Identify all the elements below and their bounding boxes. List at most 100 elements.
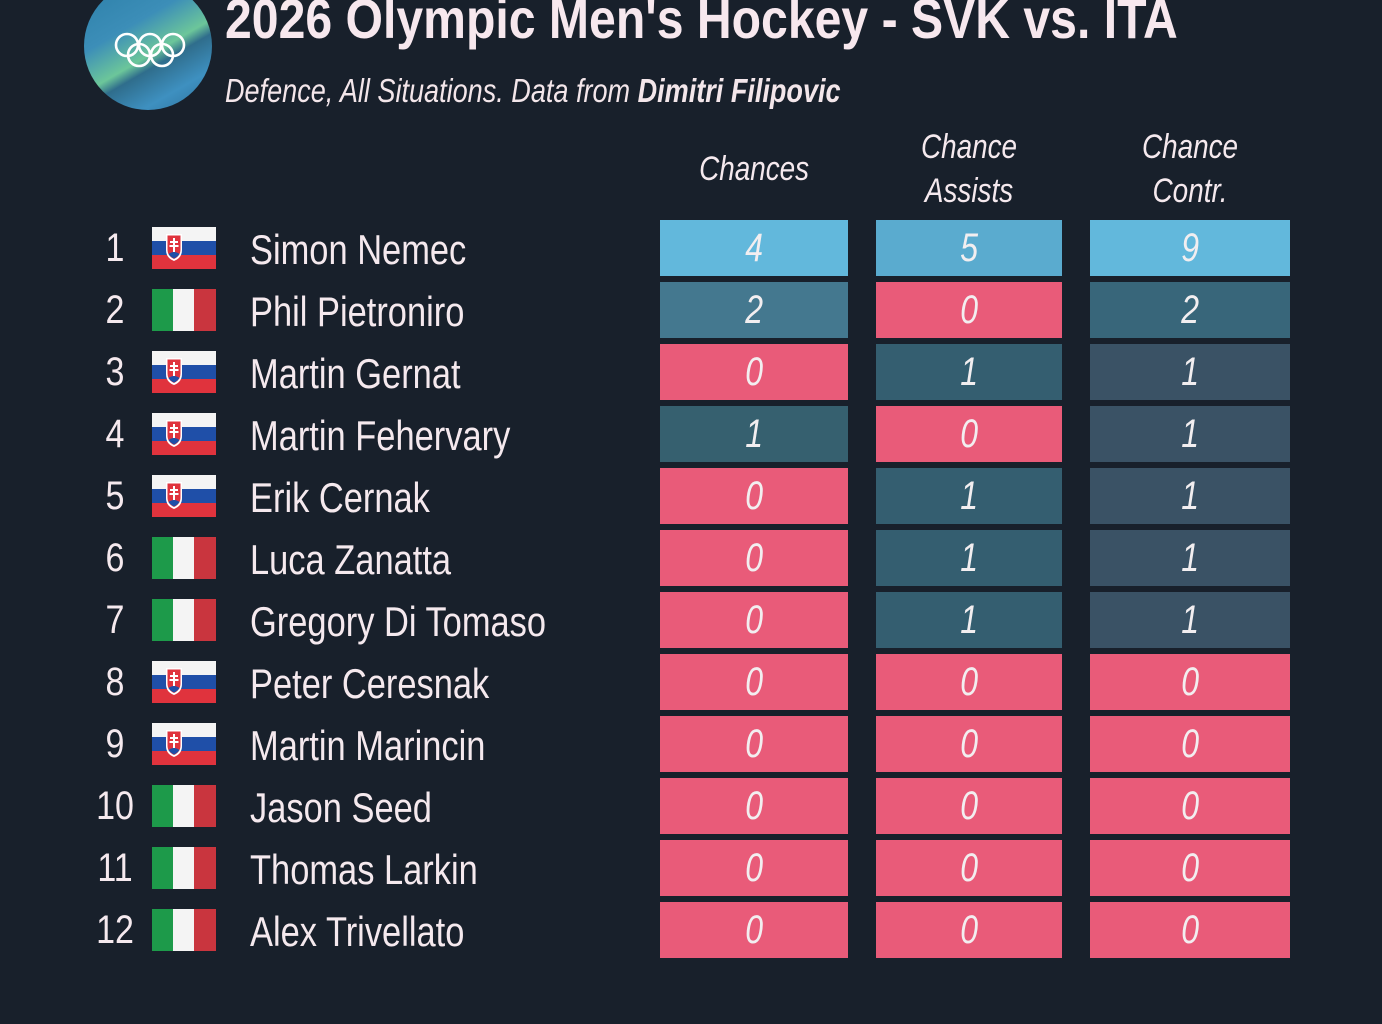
cell-value: 0 — [745, 659, 763, 704]
cell-value: 0 — [745, 597, 763, 642]
cell-value: 0 — [960, 907, 978, 952]
cell-value: 1 — [960, 535, 978, 580]
value-cell-chance-contr: 1 — [1090, 344, 1290, 400]
value-cell-chance-assists: 1 — [876, 592, 1062, 648]
value-cell-chance-assists: 0 — [876, 778, 1062, 834]
table-row: 5 Erik Cernak 0 1 1 — [0, 468, 1382, 524]
data-author: Dimitri Filipovic — [637, 72, 841, 109]
value-cell-chance-contr: 1 — [1090, 468, 1290, 524]
slovakia-flag-icon — [152, 723, 216, 765]
cell-value: 0 — [960, 721, 978, 766]
country-flag — [152, 723, 216, 765]
rank: 11 — [97, 846, 133, 890]
italy-flag-icon — [152, 537, 216, 579]
cell-value: 1 — [1181, 597, 1199, 642]
cell-value: 0 — [745, 721, 763, 766]
value-cell-chances: 0 — [660, 902, 848, 958]
value-cell-chance-contr: 0 — [1090, 902, 1290, 958]
value-cell-chance-contr: 1 — [1090, 406, 1290, 462]
value-cell-chance-assists: 1 — [876, 530, 1062, 586]
cell-value: 0 — [960, 411, 978, 456]
rank: 9 — [105, 722, 125, 766]
rank: 7 — [105, 598, 125, 642]
table-row: 9 Martin Marincin 0 0 0 — [0, 716, 1382, 772]
olympic-logo — [84, 0, 212, 110]
cell-value: 0 — [1181, 721, 1199, 766]
value-cell-chance-contr: 0 — [1090, 840, 1290, 896]
country-flag — [152, 599, 216, 641]
rank: 10 — [96, 784, 134, 828]
player-name: Thomas Larkin — [250, 846, 478, 893]
player-name: Simon Nemec — [250, 226, 467, 273]
table-row: 3 Martin Gernat 0 1 1 — [0, 344, 1382, 400]
rank: 4 — [105, 412, 125, 456]
rank: 5 — [105, 474, 125, 518]
player-name: Gregory Di Tomaso — [250, 598, 547, 645]
value-cell-chance-assists: 0 — [876, 282, 1062, 338]
value-cell-chance-assists: 0 — [876, 654, 1062, 710]
value-cell-chances: 1 — [660, 406, 848, 462]
player-name: Martin Marincin — [250, 722, 486, 769]
country-flag — [152, 909, 216, 951]
table-row: 11 Thomas Larkin 0 0 0 — [0, 840, 1382, 896]
column-header-chance-contr: Chance Contr. — [1141, 128, 1239, 210]
cell-value: 0 — [1181, 907, 1199, 952]
value-cell-chance-assists: 1 — [876, 468, 1062, 524]
italy-flag-icon — [152, 847, 216, 889]
country-flag — [152, 537, 216, 579]
table-row: 8 Peter Ceresnak 0 0 0 — [0, 654, 1382, 710]
value-cell-chances: 0 — [660, 778, 848, 834]
value-cell-chances: 0 — [660, 530, 848, 586]
cell-value: 1 — [1181, 411, 1199, 456]
country-flag — [152, 227, 216, 269]
value-cell-chance-assists: 0 — [876, 840, 1062, 896]
value-cell-chances: 0 — [660, 468, 848, 524]
italy-flag-icon — [152, 785, 216, 827]
value-cell-chance-assists: 0 — [876, 716, 1062, 772]
cell-value: 1 — [1181, 473, 1199, 518]
player-name: Erik Cernak — [250, 474, 430, 521]
country-flag — [152, 661, 216, 703]
cell-value: 5 — [960, 225, 978, 270]
player-name: Luca Zanatta — [250, 536, 452, 583]
rank: 8 — [105, 660, 125, 704]
country-flag — [152, 785, 216, 827]
cell-value: 0 — [745, 907, 763, 952]
italy-flag-icon — [152, 289, 216, 331]
olympic-rings-icon — [114, 32, 186, 68]
subtitle-text: Defence, All Situations. Data from — [225, 72, 638, 109]
value-cell-chance-assists: 1 — [876, 344, 1062, 400]
value-cell-chance-assists: 5 — [876, 220, 1062, 276]
value-cell-chance-contr: 0 — [1090, 778, 1290, 834]
country-flag — [152, 847, 216, 889]
table-row: 10 Jason Seed 0 0 0 — [0, 778, 1382, 834]
cell-value: 0 — [745, 783, 763, 828]
cell-value: 0 — [960, 783, 978, 828]
cell-value: 0 — [960, 287, 978, 332]
cell-value: 0 — [960, 845, 978, 890]
player-name: Peter Ceresnak — [250, 660, 490, 707]
cell-value: 4 — [745, 225, 763, 270]
cell-value: 0 — [960, 659, 978, 704]
table-row: 7 Gregory Di Tomaso 0 1 1 — [0, 592, 1382, 648]
cell-value: 1 — [1181, 349, 1199, 394]
value-cell-chance-contr: 1 — [1090, 530, 1290, 586]
value-cell-chance-contr: 9 — [1090, 220, 1290, 276]
cell-value: 0 — [1181, 783, 1199, 828]
table-row: 12 Alex Trivellato 0 0 0 — [0, 902, 1382, 958]
rank: 3 — [105, 350, 125, 394]
value-cell-chances: 0 — [660, 654, 848, 710]
page-title: 2026 Olympic Men's Hockey - SVK vs. ITA — [225, 0, 1178, 50]
value-cell-chance-contr: 2 — [1090, 282, 1290, 338]
cell-value: 9 — [1181, 225, 1199, 270]
rank: 12 — [96, 908, 134, 952]
rank: 6 — [105, 536, 125, 580]
cell-value: 0 — [745, 473, 763, 518]
value-cell-chance-assists: 0 — [876, 902, 1062, 958]
value-cell-chances: 2 — [660, 282, 848, 338]
cell-value: 2 — [1181, 287, 1199, 332]
italy-flag-icon — [152, 909, 216, 951]
slovakia-flag-icon — [152, 413, 216, 455]
value-cell-chance-assists: 0 — [876, 406, 1062, 462]
cell-value: 0 — [745, 535, 763, 580]
